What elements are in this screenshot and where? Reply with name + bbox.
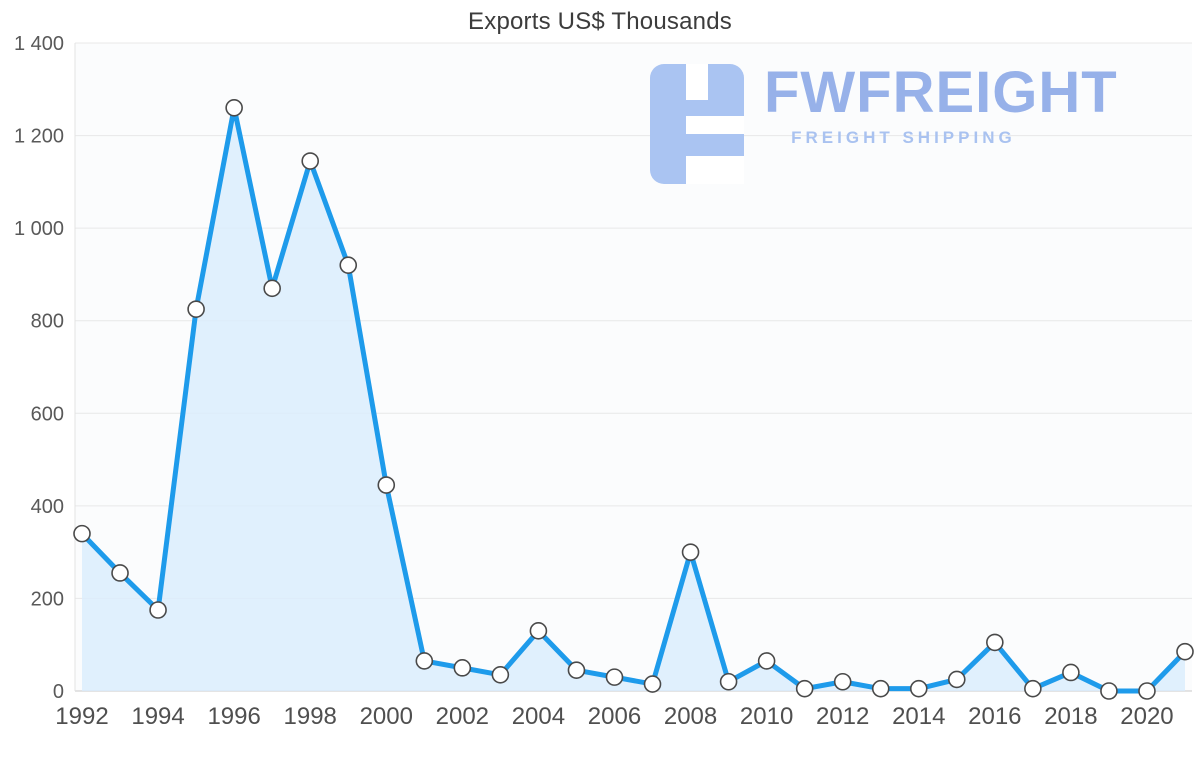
x-tick-label: 2008 [664, 703, 717, 730]
data-point-marker[interactable] [377, 476, 396, 494]
data-point-marker[interactable] [871, 679, 890, 698]
data-point-marker[interactable] [986, 633, 1004, 652]
data-point-marker[interactable] [757, 652, 776, 670]
x-tick-label: 2016 [968, 703, 1021, 730]
y-tick-label: 0 [53, 681, 64, 703]
data-point-marker[interactable] [1138, 682, 1156, 700]
x-tick-label: 2010 [740, 703, 793, 730]
data-point-marker[interactable] [225, 99, 243, 117]
data-point-marker[interactable] [149, 601, 167, 619]
data-point-marker[interactable] [567, 661, 586, 679]
y-tick-label: 1 000 [14, 218, 64, 240]
data-point-marker[interactable] [795, 679, 814, 698]
y-tick-label: 1 400 [14, 33, 64, 55]
data-point-marker[interactable] [681, 543, 700, 561]
data-point-marker[interactable] [111, 564, 129, 582]
data-point-marker[interactable] [947, 670, 966, 689]
y-tick-label: 600 [31, 403, 64, 425]
data-point-marker[interactable] [1024, 679, 1042, 698]
data-point-marker[interactable] [415, 652, 434, 670]
x-tick-label: 1998 [284, 703, 337, 730]
data-point-marker[interactable] [1100, 682, 1118, 700]
x-tick-label: 2006 [588, 703, 641, 730]
data-point-marker[interactable] [73, 524, 91, 543]
data-line [79, 105, 1188, 694]
data-point-marker[interactable] [833, 672, 852, 691]
x-tick-label: 2020 [1120, 703, 1173, 730]
x-tick-label: 2000 [360, 703, 413, 730]
y-tick-label: 1 200 [14, 126, 64, 148]
data-point-marker[interactable] [1176, 642, 1194, 661]
data-point-marker[interactable] [529, 622, 548, 640]
data-point-marker[interactable] [719, 672, 738, 691]
x-tick-label: 2012 [816, 703, 869, 730]
x-tick-label: 1996 [207, 703, 260, 730]
data-point-marker[interactable] [1062, 663, 1080, 682]
x-tick-label: 2014 [892, 703, 945, 730]
y-tick-label: 800 [31, 311, 64, 333]
data-point-marker[interactable] [187, 300, 205, 318]
data-point-marker[interactable] [263, 279, 281, 298]
data-point-marker[interactable] [643, 675, 662, 693]
data-point-marker[interactable] [339, 256, 358, 274]
area-fill [82, 107, 1185, 692]
y-axis-labels: 0 200 400 600 800 1 000 1 200 1 400 [14, 33, 64, 703]
data-markers [73, 99, 1194, 700]
data-point-marker[interactable] [491, 665, 510, 684]
data-point-marker[interactable] [909, 679, 928, 698]
data-point-marker[interactable] [605, 668, 624, 686]
x-tick-label: 2004 [512, 703, 565, 730]
x-tick-label: 2018 [1044, 703, 1097, 730]
data-point-marker[interactable] [301, 152, 320, 170]
chart-title: Exports US$ Thousands [468, 8, 732, 35]
y-tick-label: 400 [31, 496, 64, 518]
x-tick-label: 1992 [55, 703, 108, 730]
x-tick-label: 2002 [436, 703, 489, 730]
x-tick-label: 1994 [131, 703, 184, 730]
x-axis-labels: 1992 1994 1996 1998 2000 2002 2004 2006 2008 2010… [55, 703, 1173, 730]
data-point-marker[interactable] [453, 659, 472, 677]
y-tick-label: 200 [31, 588, 64, 610]
